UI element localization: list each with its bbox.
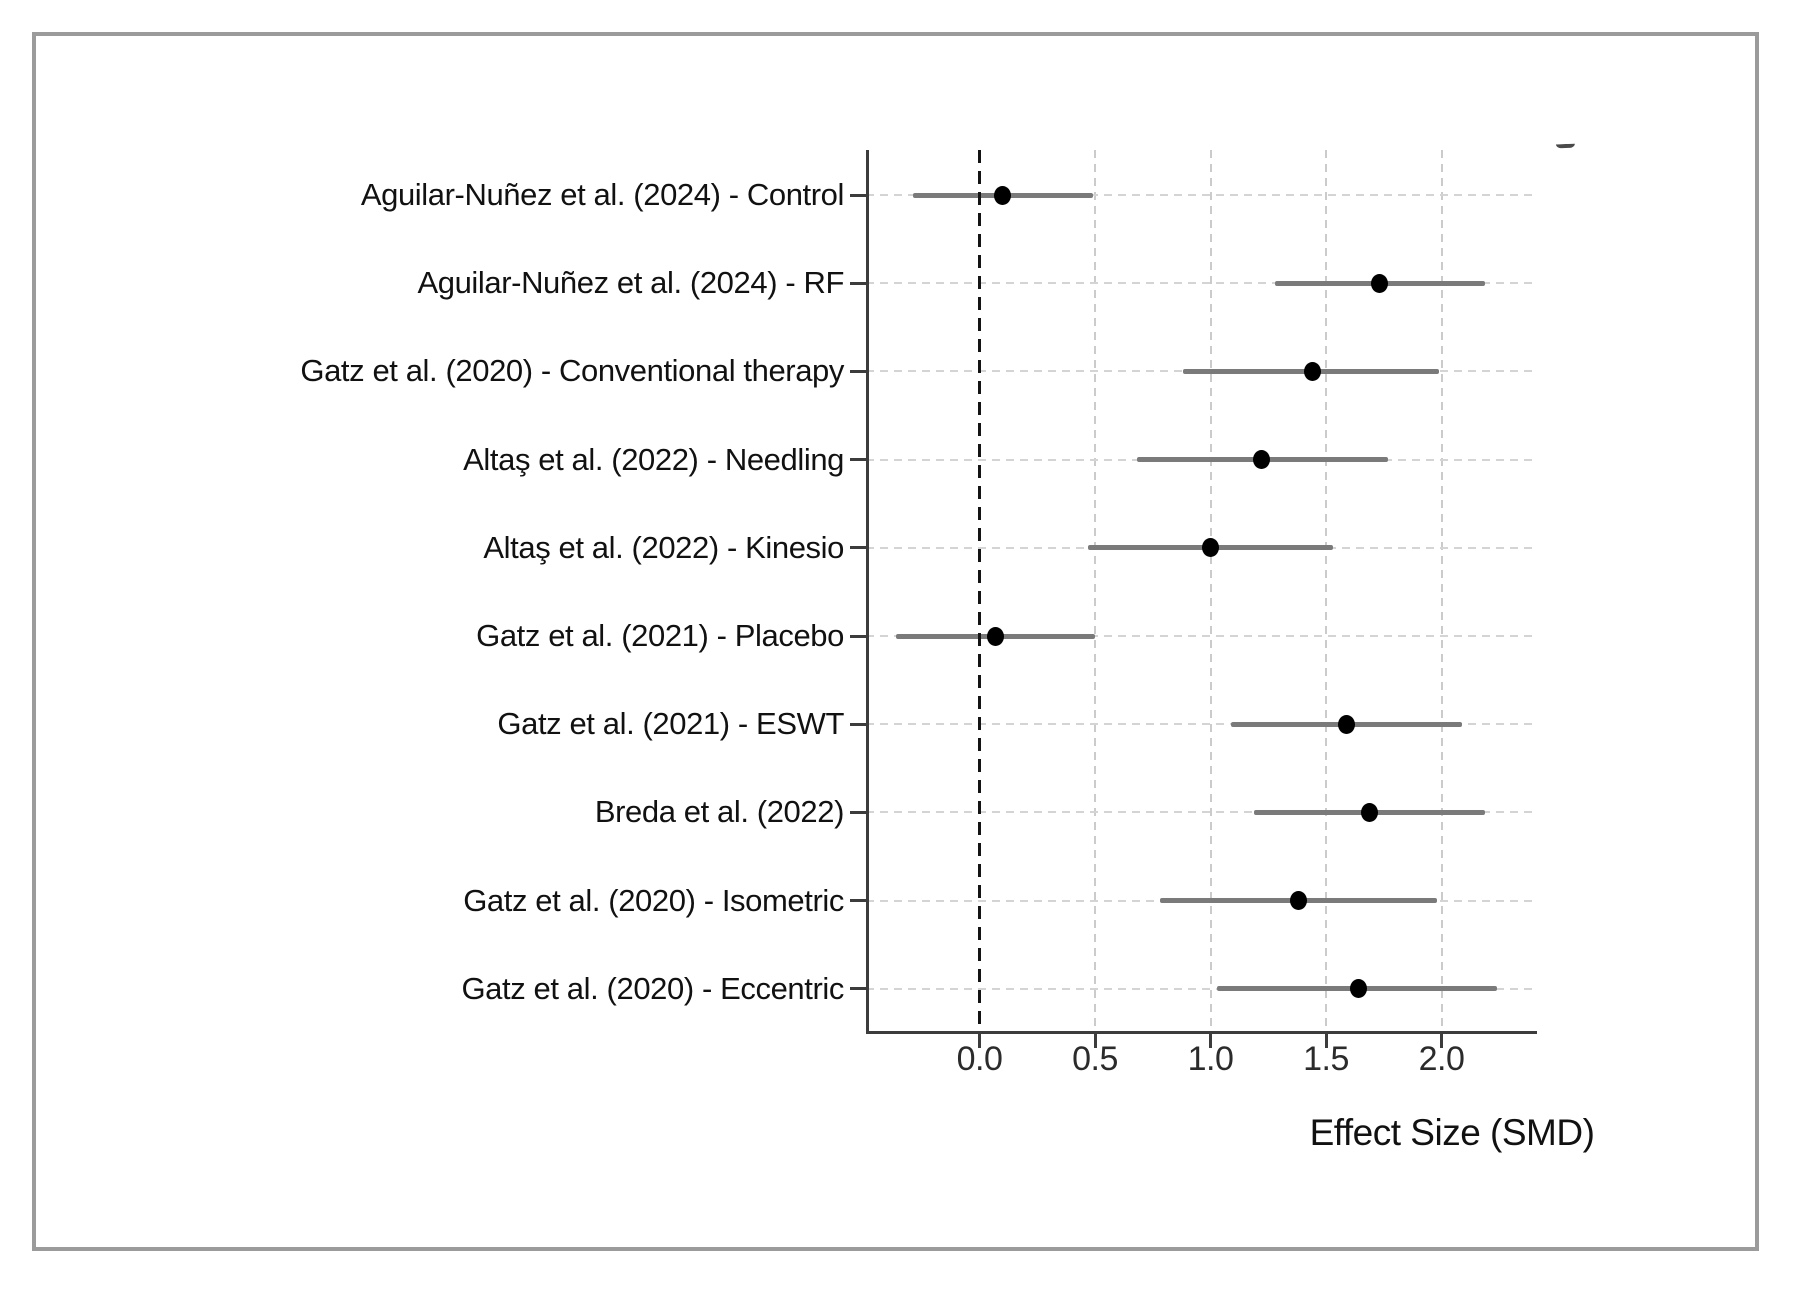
x-axis-title: Effect Size (SMD) <box>1309 1112 1595 1153</box>
study-label: Aguilar-Nuñez et al. (2024) - RF <box>417 265 844 301</box>
row-gridline <box>866 635 1537 637</box>
row-gridline <box>866 987 1537 990</box>
x-axis-tick <box>1324 1034 1328 1048</box>
x-gridline <box>1325 150 1327 1031</box>
y-axis-tick <box>850 281 866 285</box>
y-axis-tick <box>850 899 866 903</box>
study-label: Gatz et al. (2020) - Eccentric <box>461 970 844 1006</box>
effect-size-point <box>1361 802 1379 822</box>
study-label: Altaş et al. (2022) - Kinesio <box>483 529 844 565</box>
effect-size-point <box>994 185 1012 205</box>
study-label: Breda et al. (2022) <box>594 794 845 830</box>
x-axis-spine <box>866 1031 1537 1034</box>
row-gridline <box>866 811 1537 814</box>
row-gridline <box>866 723 1537 726</box>
x-axis-tick <box>1093 1034 1097 1048</box>
study-label: Altaş et al. (2022) - Needling <box>463 441 844 477</box>
y-axis-tick <box>850 458 866 462</box>
x-tick-label: 1.5 <box>1303 1040 1349 1078</box>
study-label: Gatz et al. (2021) - Placebo <box>476 618 844 653</box>
row-gridline <box>866 282 1537 285</box>
y-axis-spine <box>866 150 869 1034</box>
x-tick-label: 0.5 <box>1072 1040 1118 1078</box>
x-axis-tick <box>1209 1034 1212 1048</box>
effect-size-point <box>1303 361 1321 381</box>
y-axis-tick <box>850 369 866 373</box>
x-tick-label: 2.0 <box>1418 1040 1465 1078</box>
effect-size-point <box>1289 891 1307 911</box>
y-axis-tick <box>850 722 866 726</box>
x-axis-tick <box>978 1034 981 1048</box>
figure-frame <box>32 32 1759 1251</box>
row-gridline <box>866 194 1537 196</box>
x-gridline <box>1209 150 1212 1031</box>
effect-size-point <box>987 626 1005 646</box>
zero-reference-line <box>978 150 981 1031</box>
study-label: Gatz et al. (2020) - Isometric <box>463 882 844 918</box>
study-label: Gatz et al. (2021) - ESWT <box>497 706 844 742</box>
effect-size-point <box>1370 273 1388 293</box>
y-axis-tick <box>850 634 866 638</box>
y-axis-tick <box>850 193 866 197</box>
study-label: Gatz et al. (2020) - Conventional therap… <box>300 353 844 389</box>
effect-size-point <box>1338 714 1356 734</box>
study-label: Aguilar-Nuñez et al. (2024) - Control <box>360 177 845 212</box>
x-gridline <box>1094 150 1096 1031</box>
x-axis-tick <box>1440 1034 1443 1048</box>
x-tick-label: 1.0 <box>1187 1040 1234 1078</box>
effect-size-point <box>1202 538 1219 558</box>
x-gridline <box>1440 150 1443 1031</box>
x-tick-label: 0.0 <box>956 1040 1003 1078</box>
effect-size-point <box>1252 450 1270 470</box>
y-axis-tick <box>850 987 866 991</box>
y-axis-tick <box>850 810 866 814</box>
y-axis-tick <box>850 546 866 550</box>
effect-size-point <box>1349 979 1367 999</box>
